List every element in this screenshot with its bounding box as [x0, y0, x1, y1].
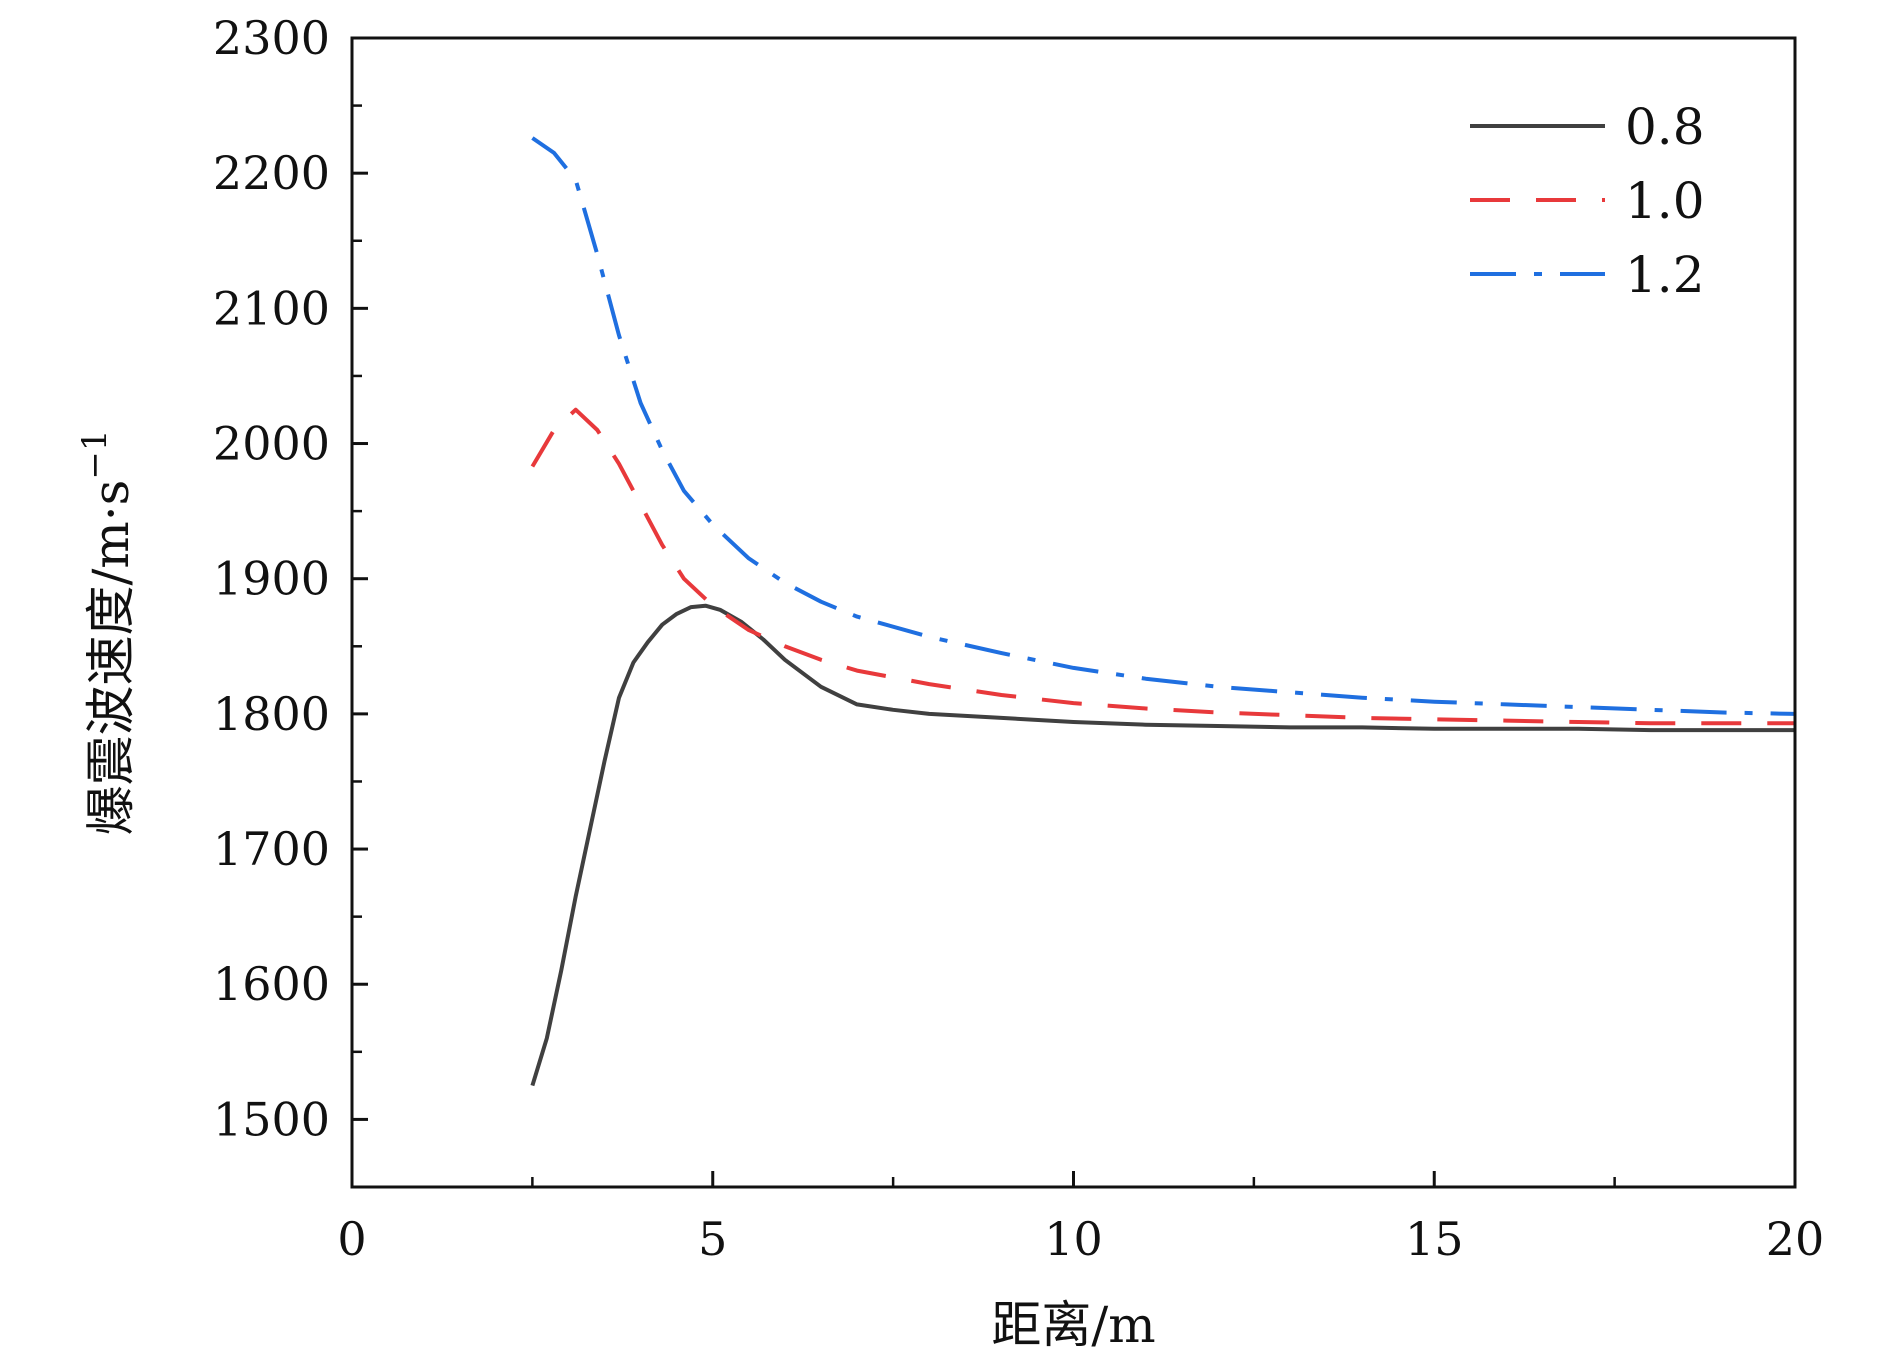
x-axis-title: 距离/m — [991, 1296, 1155, 1354]
y-tick-label: 2200 — [213, 146, 330, 200]
y-tick-label: 1500 — [213, 1092, 330, 1146]
series-line-1.2 — [531, 136, 1796, 716]
y-tick-label: 2000 — [213, 417, 330, 471]
y-tick-label: 2300 — [213, 11, 330, 65]
plot-frame — [350, 36, 1797, 1189]
y-tick-label: 2100 — [213, 281, 330, 335]
ticks-layer: 0 5 10 15 20 1500 1600 1700 1800 1900 2000 2100 2200… — [213, 11, 1824, 1266]
series-layer — [530, 136, 1796, 1087]
x-tick-label: 20 — [1766, 1212, 1825, 1266]
x-tick-label: 15 — [1405, 1212, 1464, 1266]
legend-label: 1.0 — [1625, 172, 1705, 230]
legend-label: 1.2 — [1625, 246, 1705, 304]
x-tick-label: 0 — [337, 1212, 366, 1266]
y-axis-title: 爆震波速度/m·s−1 — [75, 430, 140, 836]
x-tick-label: 10 — [1044, 1212, 1103, 1266]
legend: 0.8 1.0 1.2 — [1470, 98, 1705, 304]
y-tick-label: 1700 — [213, 822, 330, 876]
x-tick-label: 5 — [698, 1212, 727, 1266]
y-axis-title-superscript: −1 — [75, 430, 115, 480]
y-tick-label: 1800 — [213, 687, 330, 741]
y-axis-title-main: 爆震波速度/m·s — [82, 480, 140, 836]
series-line-0.8 — [530, 603, 1795, 1087]
legend-label: 0.8 — [1625, 98, 1705, 156]
y-tick-label: 1600 — [213, 957, 330, 1011]
series-line-1.0 — [530, 407, 1795, 726]
y-tick-label: 1900 — [213, 552, 330, 606]
